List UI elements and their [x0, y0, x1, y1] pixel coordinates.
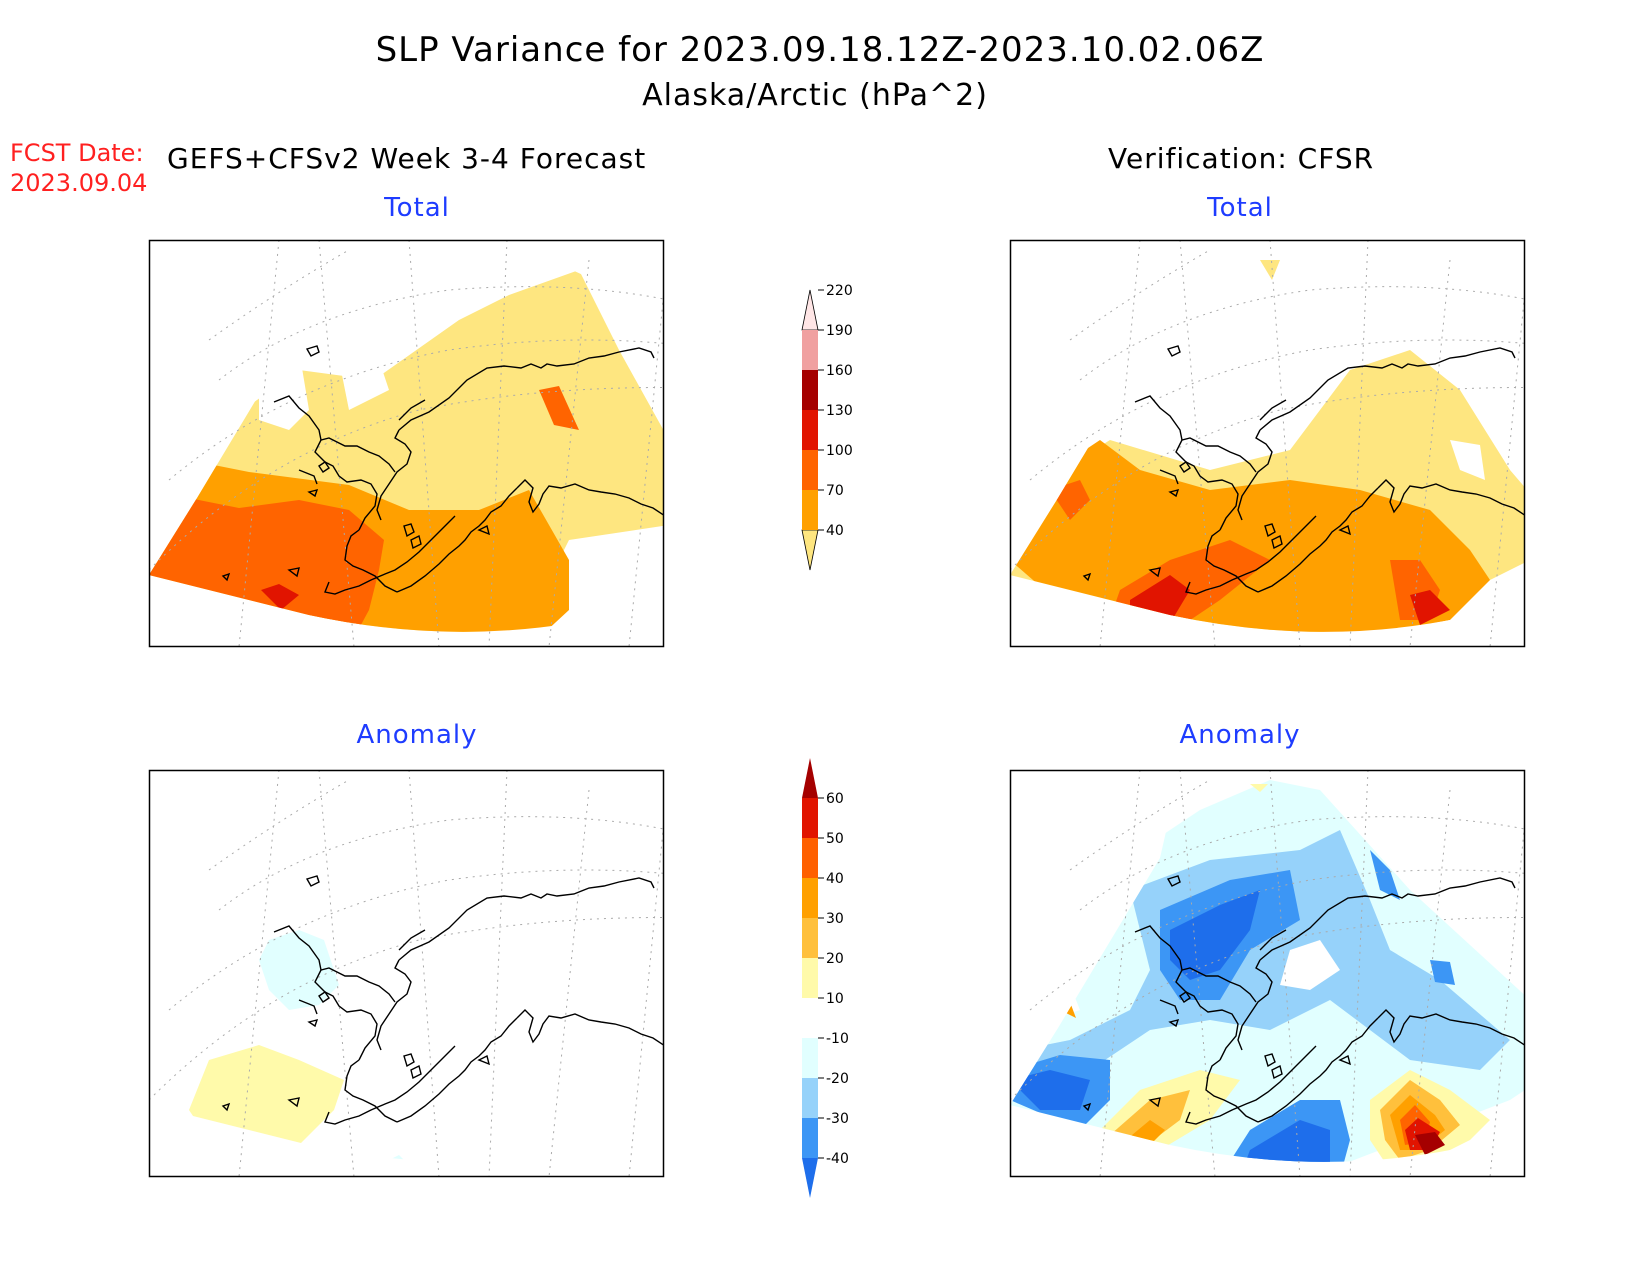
colorbar-total-tick-label: 70	[826, 483, 844, 499]
colorbar-anomaly-top-triangle	[802, 758, 818, 798]
map-forecast-anomaly	[148, 769, 665, 1178]
colorbar-total: 40 70 100 130 160 190 220	[801, 283, 853, 571]
colorbar-anomaly-swatch	[802, 1118, 818, 1158]
forecast-column-title: GEFS+CFSv2 Week 3-4 Forecast	[167, 142, 647, 175]
colorbar-anomaly-swatch	[802, 878, 818, 918]
panel-title-forecast-anomaly: Anomaly	[356, 720, 478, 750]
colorbar-anomaly-swatch	[802, 1078, 818, 1118]
colorbar-total-tick-label: 40	[826, 523, 844, 539]
colorbar-total-swatch	[802, 330, 818, 370]
fcst-date-value: 2023.09.04	[10, 169, 148, 197]
colorbar-anomaly-bottom-triangle	[802, 1158, 818, 1198]
main-subtitle: Alaska/Arctic (hPa^2)	[642, 78, 988, 113]
colorbar-anomaly-swatch	[802, 798, 818, 838]
colorbar-total-swatch	[802, 450, 818, 490]
colorbar-anomaly-swatch	[802, 998, 818, 1038]
colorbar-total-tick-label: 160	[826, 363, 853, 379]
colorbar-anomaly-tick-label: -10	[826, 1031, 849, 1047]
colorbar-anomaly-tick-label: 30	[826, 911, 844, 927]
colorbar-total-swatch	[802, 370, 818, 410]
fcst-date-label: FCST Date:	[10, 139, 144, 167]
panel-title-verification-total: Total	[1207, 193, 1273, 223]
panel-title-forecast-total: Total	[384, 193, 450, 223]
colorbar-anomaly-swatch	[802, 958, 818, 998]
verification-column-title: Verification: CFSR	[1108, 142, 1375, 175]
colorbar-anomaly-tick-label: -40	[826, 1151, 849, 1167]
colorbar-anomaly: -40 -30 -20 -10 10 20 30 40 50 60	[802, 758, 849, 1198]
colorbar-anomaly-tick-label: 20	[826, 951, 844, 967]
colorbar-anomaly-swatch	[802, 918, 818, 958]
colorbar-anomaly-tick-label: 50	[826, 831, 844, 847]
panel-title-verification-anomaly: Anomaly	[1179, 720, 1301, 750]
colorbar-total-top-triangle	[801, 289, 819, 331]
colorbar-anomaly-tick-label: -20	[826, 1071, 849, 1087]
colorbar-anomaly-tick-label: 10	[826, 991, 844, 1007]
map-verification-total	[1009, 239, 1526, 648]
colorbar-total-swatch	[802, 410, 818, 450]
colorbar-anomaly-tick-label: 60	[826, 791, 844, 807]
colorbar-total-tick-label: 190	[826, 323, 853, 339]
colorbar-total-tick-label: 220	[826, 283, 853, 299]
map-verification-anomaly	[1009, 769, 1526, 1178]
colorbar-total-tick-label: 130	[826, 403, 853, 419]
colorbar-total-swatch	[802, 490, 818, 530]
colorbar-total-bottom-triangle	[801, 529, 819, 571]
fcst-date: FCST Date: 2023.09.04	[10, 138, 147, 198]
colorbar-anomaly-tick-label: -30	[826, 1111, 849, 1127]
colorbar-anomaly-swatch	[802, 838, 818, 878]
colorbar-total-tick-label: 100	[826, 443, 853, 459]
colorbar-anomaly-tick-label: 40	[826, 871, 844, 887]
map-forecast-total	[148, 239, 665, 648]
colorbar-anomaly-swatch	[802, 1038, 818, 1078]
main-title: SLP Variance for 2023.09.18.12Z-2023.10.…	[375, 30, 1265, 70]
